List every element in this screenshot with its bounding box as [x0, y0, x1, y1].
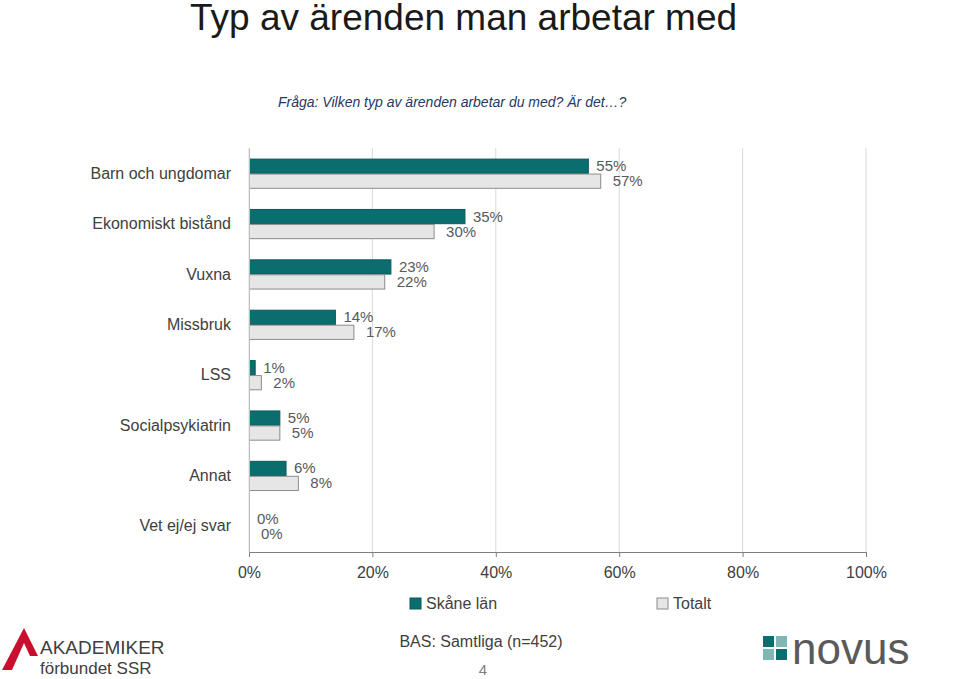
tick: Annat [189, 467, 249, 484]
bar [249, 209, 465, 223]
data-label: 30% [446, 223, 476, 240]
x-axis: 0% 20% 40% 60% 80% 100% [238, 552, 887, 581]
tick-label: Annat [189, 467, 231, 484]
bar [249, 476, 298, 490]
grid-line [866, 148, 867, 552]
logo-square [776, 636, 787, 647]
bar [249, 411, 280, 425]
page-number: 4 [479, 661, 487, 678]
legend-swatch [657, 598, 668, 609]
tick-label: Ekonomiskt bistånd [92, 215, 231, 232]
y-axis: Barn och ungdomar Ekonomiskt bistånd Vuxna… [90, 149, 249, 553]
data-label: 0% [261, 525, 283, 542]
grid-line [372, 148, 373, 552]
tick: Vet ej/ej svar [139, 517, 249, 534]
tick-mark [496, 552, 497, 557]
tick-label: Vet ej/ej svar [139, 517, 231, 534]
tick: Missbruk [167, 316, 249, 333]
tick: 60% [604, 552, 636, 581]
grid [249, 148, 866, 552]
logo-text: AKADEMIKER [40, 637, 165, 658]
legend-item: Skåne län [410, 595, 497, 612]
logo-square [763, 649, 774, 660]
data-label: 2% [273, 374, 295, 391]
annotations: BAS: Samtliga (n=452) 4 AKADEMIKERförbunde… [2, 624, 909, 678]
tick: Barn och ungdomar [90, 165, 249, 182]
legend-label: Totalt [673, 595, 712, 612]
data-labels: 55%35%23%14%1%5%6%0%57%30%22%17%2%5%8%0% [257, 157, 643, 542]
tick-mark [866, 552, 867, 557]
tick-label: 100% [846, 564, 887, 581]
bar [249, 376, 261, 390]
tick-mark [249, 552, 250, 557]
grid-line [249, 148, 250, 552]
data-label: 17% [366, 323, 396, 340]
tick-label: Vuxna [186, 266, 231, 283]
logo-shape [2, 628, 38, 670]
legend: Skåne län Totalt [410, 595, 712, 612]
series [249, 174, 601, 490]
bar [249, 260, 391, 274]
tick: 100% [846, 552, 887, 581]
tick: Socialpsykiatrin [120, 417, 249, 434]
tick-label: 80% [727, 564, 759, 581]
subtitle: Fråga: Vilken typ av ärenden arbetar du … [278, 94, 627, 110]
bar [249, 461, 286, 475]
footnote: BAS: Samtliga (n=452) [399, 633, 562, 650]
logo-square [776, 649, 787, 660]
bar [249, 275, 385, 289]
tick: Ekonomiskt bistånd [92, 215, 249, 232]
tick-label: 0% [238, 564, 261, 581]
axis-line [250, 553, 867, 558]
tick-label: Socialpsykiatrin [120, 417, 231, 434]
data-label: 22% [397, 273, 427, 290]
tick-label: LSS [201, 366, 231, 383]
data-label: 5% [292, 424, 314, 441]
tick: Vuxna [186, 266, 249, 283]
logo-novus: novus [763, 624, 909, 673]
tick: LSS [201, 366, 249, 383]
tick-mark [372, 552, 373, 557]
legend-swatch [410, 598, 421, 609]
tick: 40% [480, 552, 512, 581]
tick-mark [619, 552, 620, 557]
bar [249, 224, 434, 238]
grid-line [742, 148, 743, 552]
tick: 80% [727, 552, 759, 581]
data-label: 57% [613, 172, 643, 189]
data-label: 35% [473, 208, 503, 225]
tick-mark [743, 552, 744, 557]
tick-label: Missbruk [167, 316, 232, 333]
legend-item: Totalt [657, 595, 712, 612]
tick-label: 20% [357, 564, 389, 581]
bar [249, 426, 280, 440]
tick-label: 60% [604, 564, 636, 581]
tick: 0% [238, 552, 261, 581]
bar [249, 174, 601, 188]
bars [249, 159, 601, 490]
tick-label: Barn och ungdomar [90, 165, 231, 182]
series [249, 159, 588, 475]
title: Typ av ärenden man arbetar med [190, 0, 737, 38]
bar [249, 310, 335, 324]
tick-label: 40% [480, 564, 512, 581]
logo-akademiker: AKADEMIKERförbundet SSR [2, 628, 165, 678]
bar [249, 159, 588, 173]
tick: 20% [357, 552, 389, 581]
legend-label: Skåne län [426, 595, 497, 612]
data-label: 8% [310, 474, 332, 491]
logo-text: novus [792, 624, 909, 673]
chart: Typ av ärenden man arbetar med Fråga: Vil… [0, 0, 959, 679]
logo-square [763, 636, 774, 647]
logo-text: förbundet SSR [40, 659, 152, 678]
axis-line [249, 149, 250, 553]
bar [249, 325, 354, 339]
grid-line [619, 148, 620, 552]
